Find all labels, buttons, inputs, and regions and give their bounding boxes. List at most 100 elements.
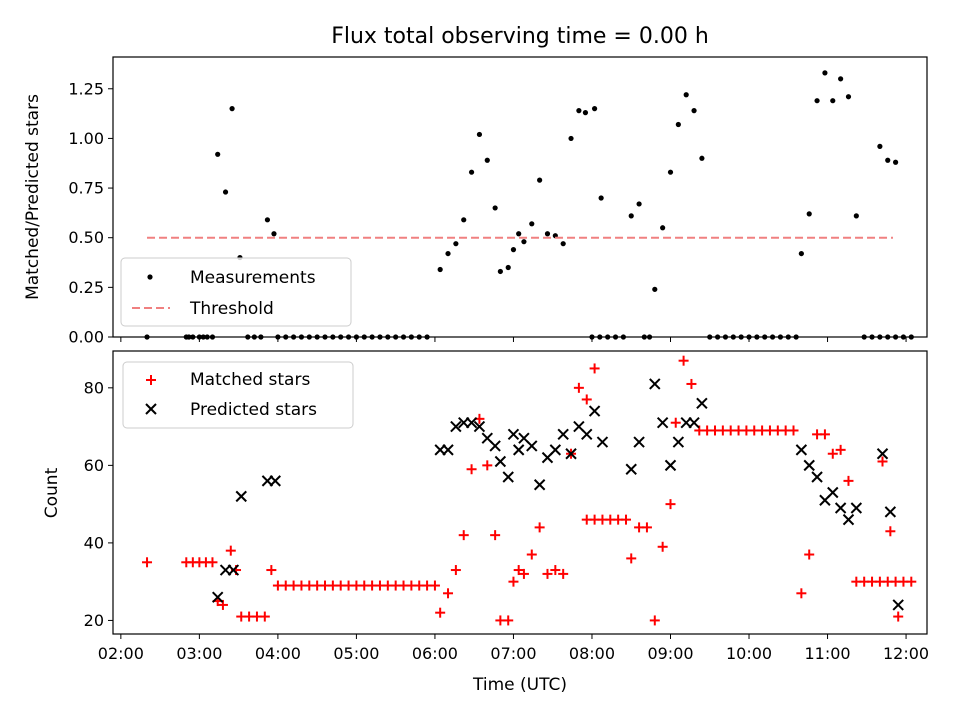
predicted-stars-point — [489, 440, 501, 452]
matched-stars-point — [649, 615, 660, 626]
matched-stars-point — [686, 378, 697, 389]
measurements-point — [505, 264, 511, 271]
bottom-chart: Count Time (UTC) 20 40 60 80 02:00 03:00 04:0… — [42, 350, 929, 695]
measurements-point — [798, 250, 804, 257]
matched-stars-point — [558, 568, 569, 579]
top-chart: Matched/Predicted stars 0.00 0.25 0.50 0.75… — [23, 56, 928, 347]
predicted-stars-point — [465, 417, 478, 429]
measurements-point — [628, 213, 634, 219]
bottom-xtick-label: 07:00 — [490, 644, 536, 663]
matched-stars-point — [482, 460, 493, 471]
predicted-stars-point — [625, 463, 637, 475]
top-legend-measurements-label: Measurements — [190, 268, 316, 288]
matched-stars-point — [877, 456, 888, 467]
predicted-stars-point — [834, 502, 847, 514]
measurements-point — [484, 157, 490, 163]
measurements-point — [660, 225, 666, 231]
predicted-stars-point — [850, 502, 863, 514]
top-ytick-label: 1.00 — [68, 129, 104, 148]
predicted-stars-point — [235, 490, 247, 503]
top-chart-yticks: 0.00 0.25 0.50 0.75 1.00 1.25 — [68, 79, 113, 347]
matched-stars-point — [526, 549, 537, 560]
matched-stars-point — [534, 522, 545, 533]
measurements-point — [544, 231, 551, 237]
predicted-stars-point — [549, 444, 562, 456]
predicted-stars-point — [596, 436, 609, 448]
matched-stars-point — [885, 526, 896, 537]
bottom-xtick-label: 06:00 — [412, 644, 458, 663]
predicted-stars-point — [473, 420, 486, 433]
matched-stars-point — [513, 565, 524, 576]
measurements-point — [576, 108, 582, 114]
matched-stars-point — [142, 557, 153, 568]
predicted-stars-point — [876, 448, 889, 460]
matched-stars-point — [626, 553, 637, 564]
measurements-point — [683, 92, 689, 98]
measurements-point — [591, 106, 598, 112]
measurements-point — [468, 169, 475, 175]
measurements-point — [529, 221, 535, 227]
matched-stars-point — [466, 464, 477, 475]
measurements-point — [521, 239, 527, 245]
matched-stars-point — [450, 565, 461, 576]
predicted-stars-point — [442, 444, 454, 456]
matched-stars-point — [435, 607, 446, 618]
bottom-legend-matched-marker — [146, 375, 156, 385]
measurements-point — [885, 157, 891, 163]
matched-stars-point — [542, 568, 553, 579]
bottom-legend-predicted-marker — [145, 403, 157, 415]
measurements-point — [445, 250, 451, 257]
predicted-stars-point — [211, 591, 224, 603]
bottom-chart-ylabel: Count — [42, 467, 62, 518]
bottom-chart-plot-area — [142, 355, 917, 626]
measurements-point — [271, 231, 277, 237]
measurements-point — [264, 217, 271, 223]
bottom-ytick-label: 80 — [84, 378, 104, 397]
bottom-legend-matched-label: Matched stars — [190, 370, 310, 390]
predicted-stars-point — [811, 471, 823, 483]
matched-stars-point — [657, 541, 668, 552]
predicted-stars-point — [795, 444, 808, 456]
bottom-xtick-label: 02:00 — [98, 644, 144, 663]
predicted-stars-point — [884, 506, 897, 518]
bottom-xtick-label: 12:00 — [883, 644, 929, 663]
predicted-stars-point — [494, 455, 507, 468]
matched-stars-point — [670, 417, 681, 428]
bottom-chart-yticks: 20 40 60 80 — [84, 378, 113, 630]
predicted-stars-point — [649, 378, 661, 390]
matched-stars-point — [893, 611, 904, 622]
matched-stars-point — [266, 565, 277, 576]
bottom-legend-predicted-label: Predicted stars — [190, 400, 317, 420]
matched-stars-point — [906, 576, 917, 587]
measurements-point — [845, 94, 852, 100]
predicted-stars-point — [803, 459, 815, 472]
measurements-point — [215, 151, 221, 157]
predicted-stars-point — [842, 513, 855, 526]
matched-stars-point — [589, 363, 600, 374]
bottom-ytick-label: 20 — [84, 611, 104, 630]
bottom-xtick-label: 10:00 — [726, 644, 772, 663]
measurements-point — [537, 177, 543, 183]
measurements-point — [582, 110, 589, 116]
bottom-xtick-label: 09:00 — [647, 644, 693, 663]
matched-stars-point — [835, 444, 846, 455]
measurements-point — [568, 135, 574, 142]
matched-stars-point — [665, 499, 676, 510]
measurements-point — [560, 241, 566, 247]
predicted-stars-point — [688, 417, 700, 429]
top-legend-measurements-marker — [147, 274, 153, 280]
matched-stars-point — [819, 429, 830, 440]
measurements-point — [497, 268, 503, 275]
matched-stars-point — [843, 475, 854, 486]
matched-stars-point — [621, 514, 632, 525]
measurements-point — [853, 213, 859, 219]
measurements-point — [667, 169, 674, 175]
matched-stars-point — [429, 580, 440, 591]
measurements-point — [652, 286, 658, 292]
measurements-point — [691, 108, 697, 114]
measurements-point — [636, 201, 642, 207]
measurements-point — [814, 98, 820, 104]
matched-stars-point — [581, 394, 592, 405]
matched-stars-point — [503, 615, 514, 626]
predicted-stars-point — [502, 471, 514, 483]
